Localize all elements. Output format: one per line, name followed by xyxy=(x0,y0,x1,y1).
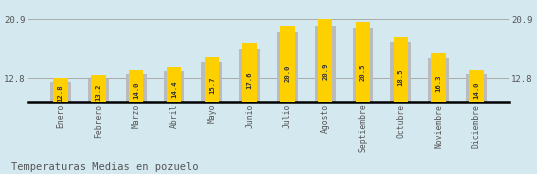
Bar xyxy=(242,44,257,171)
Text: 20.5: 20.5 xyxy=(360,63,366,81)
Bar xyxy=(431,53,446,171)
Bar xyxy=(164,71,184,171)
Bar xyxy=(239,49,260,171)
Bar xyxy=(91,75,106,171)
Bar xyxy=(466,74,487,171)
Bar xyxy=(315,26,336,171)
Text: 15.7: 15.7 xyxy=(209,76,215,94)
Bar xyxy=(201,62,222,171)
Bar xyxy=(428,58,449,171)
Text: 14.0: 14.0 xyxy=(473,81,480,99)
Bar xyxy=(356,22,370,171)
Bar xyxy=(54,78,68,171)
Bar xyxy=(167,67,181,171)
Bar xyxy=(205,57,219,171)
Text: 14.0: 14.0 xyxy=(133,81,139,99)
Bar xyxy=(129,70,143,171)
Text: 13.2: 13.2 xyxy=(96,83,101,101)
Bar xyxy=(318,19,332,171)
Text: 17.6: 17.6 xyxy=(246,71,252,89)
Text: 20.9: 20.9 xyxy=(322,62,328,80)
Bar xyxy=(280,26,295,171)
Bar xyxy=(50,82,71,171)
Bar xyxy=(277,32,298,171)
Text: 12.8: 12.8 xyxy=(57,84,64,102)
Text: Temperaturas Medias en pozuelo: Temperaturas Medias en pozuelo xyxy=(11,162,198,172)
Bar xyxy=(88,79,109,171)
Text: 14.4: 14.4 xyxy=(171,80,177,97)
Bar xyxy=(126,74,147,171)
Bar xyxy=(469,70,483,171)
Bar xyxy=(390,42,411,171)
Bar xyxy=(353,28,373,171)
Text: 20.0: 20.0 xyxy=(285,65,291,82)
Text: 16.3: 16.3 xyxy=(436,75,441,92)
Text: 18.5: 18.5 xyxy=(398,69,404,86)
Bar xyxy=(394,37,408,171)
